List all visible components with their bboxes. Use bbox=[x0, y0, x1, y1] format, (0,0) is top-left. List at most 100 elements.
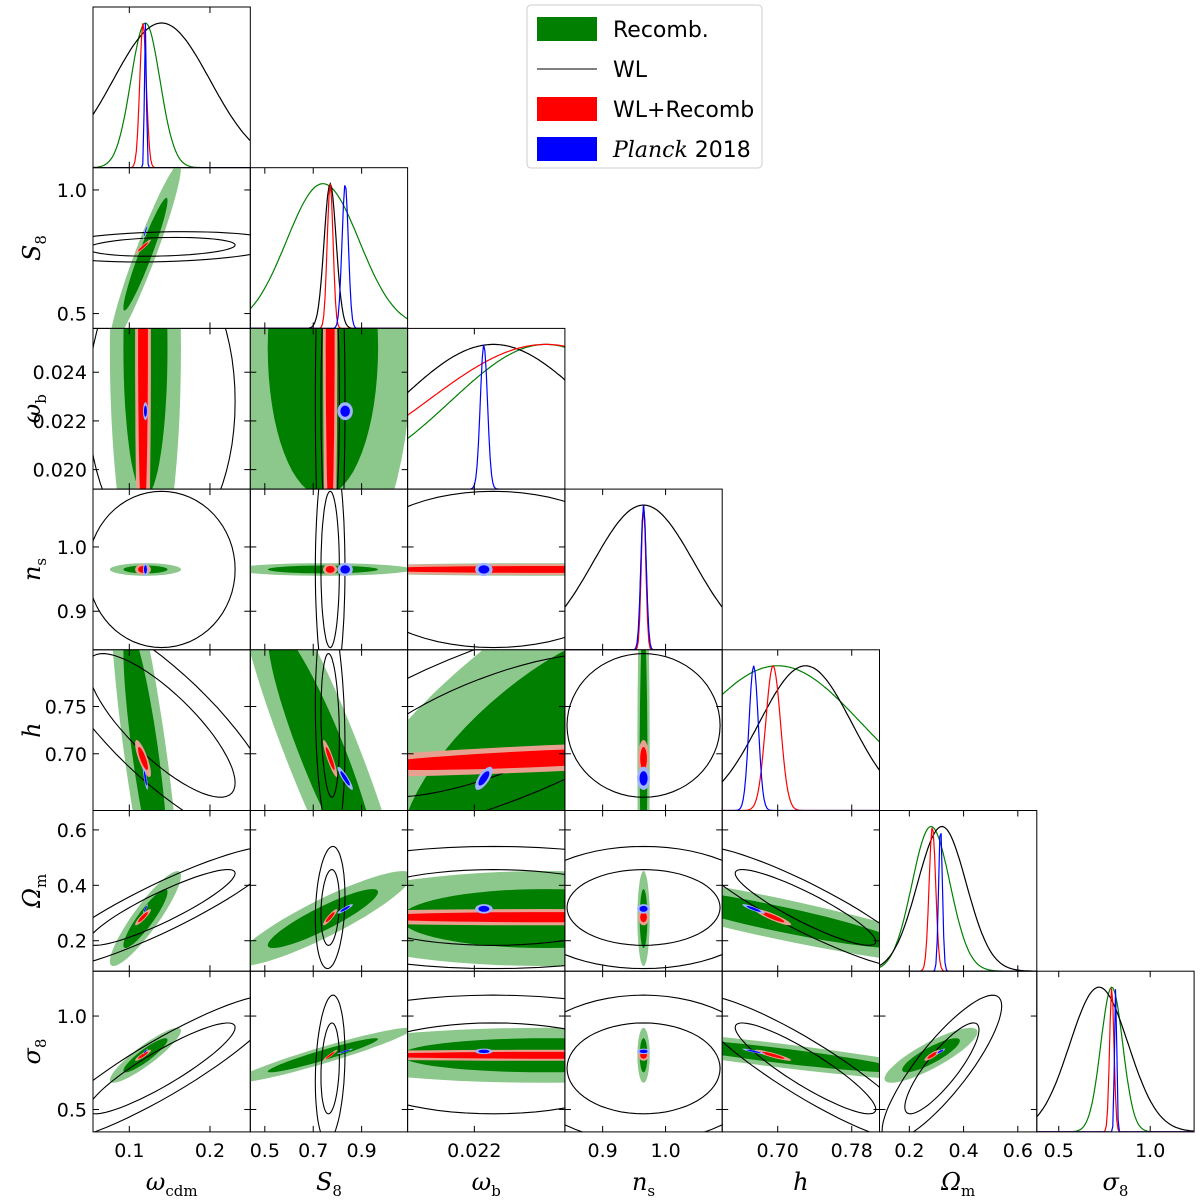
contour-95-WL bbox=[722, 848, 880, 965]
contour-68-WL bbox=[904, 1022, 980, 1115]
contour-68-WL+Recomb bbox=[640, 747, 647, 770]
contour-68-WL bbox=[566, 1022, 721, 1115]
legend-label: Planck 2018 bbox=[612, 138, 751, 163]
contour-68-2018 bbox=[478, 1049, 490, 1054]
contour-68-WL bbox=[320, 653, 340, 798]
panel-wb-ns bbox=[407, 490, 565, 649]
contour-68-Recomb. bbox=[722, 1041, 880, 1073]
contour-68-WL+Recomb bbox=[407, 749, 565, 770]
contour-68-WL+Recomb bbox=[138, 1051, 148, 1059]
x-axis-label-s8: σ8 bbox=[1102, 1168, 1128, 1200]
legend-frame bbox=[526, 4, 763, 169]
contour-68-WL+Recomb bbox=[407, 1051, 565, 1059]
legend-swatch-WL+Recomb bbox=[537, 97, 597, 121]
contour-68-WL+Recomb bbox=[927, 1051, 938, 1059]
contour-95-WL bbox=[314, 328, 346, 490]
y-axis-label-wb: ωb bbox=[18, 394, 50, 423]
marginal-wcdm-WL bbox=[93, 22, 251, 142]
panel-S8-h bbox=[250, 649, 382, 811]
contour-68-WL bbox=[93, 869, 236, 946]
contour-68-Recomb. bbox=[123, 649, 166, 811]
marginal-h-WL bbox=[722, 665, 880, 783]
y-tick-label: 0.2 bbox=[57, 931, 87, 953]
contour-68-WL bbox=[93, 236, 236, 257]
y-tick-label: 0.020 bbox=[33, 460, 87, 482]
contour-68-2018 bbox=[340, 905, 350, 912]
contour-68-2018 bbox=[746, 905, 761, 912]
y-tick-label: 1.0 bbox=[57, 537, 87, 559]
marginal-wcdm-Recomb. bbox=[93, 22, 251, 168]
contour-68-WL bbox=[93, 490, 236, 649]
x-axis-label-wb: ωb bbox=[472, 1168, 501, 1200]
corner-panels: 0.5 1.0 0.020 0.022 0.024 0.9 1.0 0.70 0.75 0.2 0.… bbox=[18, 6, 1195, 1200]
x-tick-label: 0.4 bbox=[948, 1140, 978, 1162]
contour-68-WL+Recomb bbox=[138, 328, 148, 490]
panel-wcdm-wcdm bbox=[93, 22, 251, 168]
contour-68-2018 bbox=[639, 771, 648, 786]
contour-68-2018 bbox=[144, 565, 147, 574]
marginal-Om-Recomb. bbox=[879, 825, 1037, 972]
contour-95-WL bbox=[314, 489, 346, 650]
x-tick-label: 0.2 bbox=[894, 1140, 924, 1162]
panel-wcdm-Om bbox=[93, 848, 251, 966]
x-axis-label-h: h bbox=[793, 1168, 808, 1196]
panel-Om-s8 bbox=[881, 994, 1003, 1132]
panel-S8-ns bbox=[250, 489, 408, 650]
y-tick-label: 0.5 bbox=[57, 304, 87, 326]
marginal-wb-2018 bbox=[407, 344, 565, 490]
contour-95-WL bbox=[93, 997, 251, 1132]
contour-68-WL+Recomb bbox=[325, 1051, 335, 1059]
panel-ns-Om bbox=[564, 845, 723, 970]
contour-68-WL+Recomb bbox=[138, 747, 148, 770]
contour-68-2018 bbox=[144, 1049, 147, 1054]
y-tick-label: 0.6 bbox=[57, 820, 87, 842]
contour-68-2018 bbox=[340, 771, 350, 786]
panel-h-h bbox=[722, 664, 880, 811]
x-tick-label: 0.70 bbox=[757, 1140, 799, 1162]
contour-68-2018 bbox=[478, 565, 490, 574]
contour-68-WL+Recomb bbox=[761, 1051, 785, 1059]
contour-68-WL bbox=[734, 869, 877, 946]
y-tick-label: 1.0 bbox=[57, 180, 87, 202]
panel-frame bbox=[92, 970, 251, 1133]
contour-68-WL bbox=[734, 1022, 877, 1115]
contour-68-2018 bbox=[937, 1049, 944, 1054]
contour-95-WL bbox=[314, 649, 346, 811]
contour-68-2018 bbox=[478, 905, 490, 912]
contour-68-WL+Recomb bbox=[138, 912, 148, 923]
legend-label: WL bbox=[613, 58, 648, 83]
contour-68-Recomb. bbox=[267, 889, 379, 948]
y-axis-label-h: h bbox=[18, 722, 46, 737]
marginal-h-Recomb. bbox=[722, 665, 880, 743]
marginal-wb-WL bbox=[407, 343, 565, 394]
panel-S8-s8 bbox=[250, 994, 408, 1132]
x-axis-label-Om: Ωm bbox=[940, 1168, 975, 1200]
panel-wcdm-S8 bbox=[93, 167, 251, 329]
contour-68-WL+Recomb bbox=[325, 328, 335, 490]
contour-68-Recomb. bbox=[267, 1038, 379, 1073]
x-axis-label-wcdm: ωcdm bbox=[146, 1168, 198, 1200]
panel-frame bbox=[92, 6, 251, 169]
panel-frame bbox=[407, 327, 566, 490]
contour-95-WL bbox=[93, 231, 251, 263]
y-tick-label: 0.9 bbox=[57, 601, 87, 623]
panel-frame bbox=[1036, 970, 1195, 1133]
contour-68-WL bbox=[320, 328, 340, 490]
marginal-ns-WL+Recomb bbox=[564, 505, 723, 650]
contour-95-WL bbox=[314, 994, 346, 1132]
marginal-h-WL+Recomb bbox=[722, 664, 880, 811]
marginal-h-2018 bbox=[722, 665, 880, 811]
legend-swatch-2018 bbox=[537, 137, 597, 161]
contour-95-WL bbox=[881, 994, 1003, 1132]
contour-68-2018 bbox=[144, 905, 147, 912]
panel-wcdm-ns bbox=[93, 490, 236, 649]
contour-68-2018 bbox=[144, 405, 147, 417]
x-tick-label: 0.9 bbox=[347, 1140, 377, 1162]
x-tick-label: 0.022 bbox=[447, 1140, 501, 1162]
marginal-Om-WL bbox=[879, 825, 1037, 972]
marginal-wb-Recomb. bbox=[407, 343, 565, 439]
y-tick-label: 0.4 bbox=[57, 875, 87, 897]
contour-68-2018 bbox=[639, 1049, 648, 1054]
y-axis-label-s8: σ8 bbox=[18, 1039, 50, 1065]
